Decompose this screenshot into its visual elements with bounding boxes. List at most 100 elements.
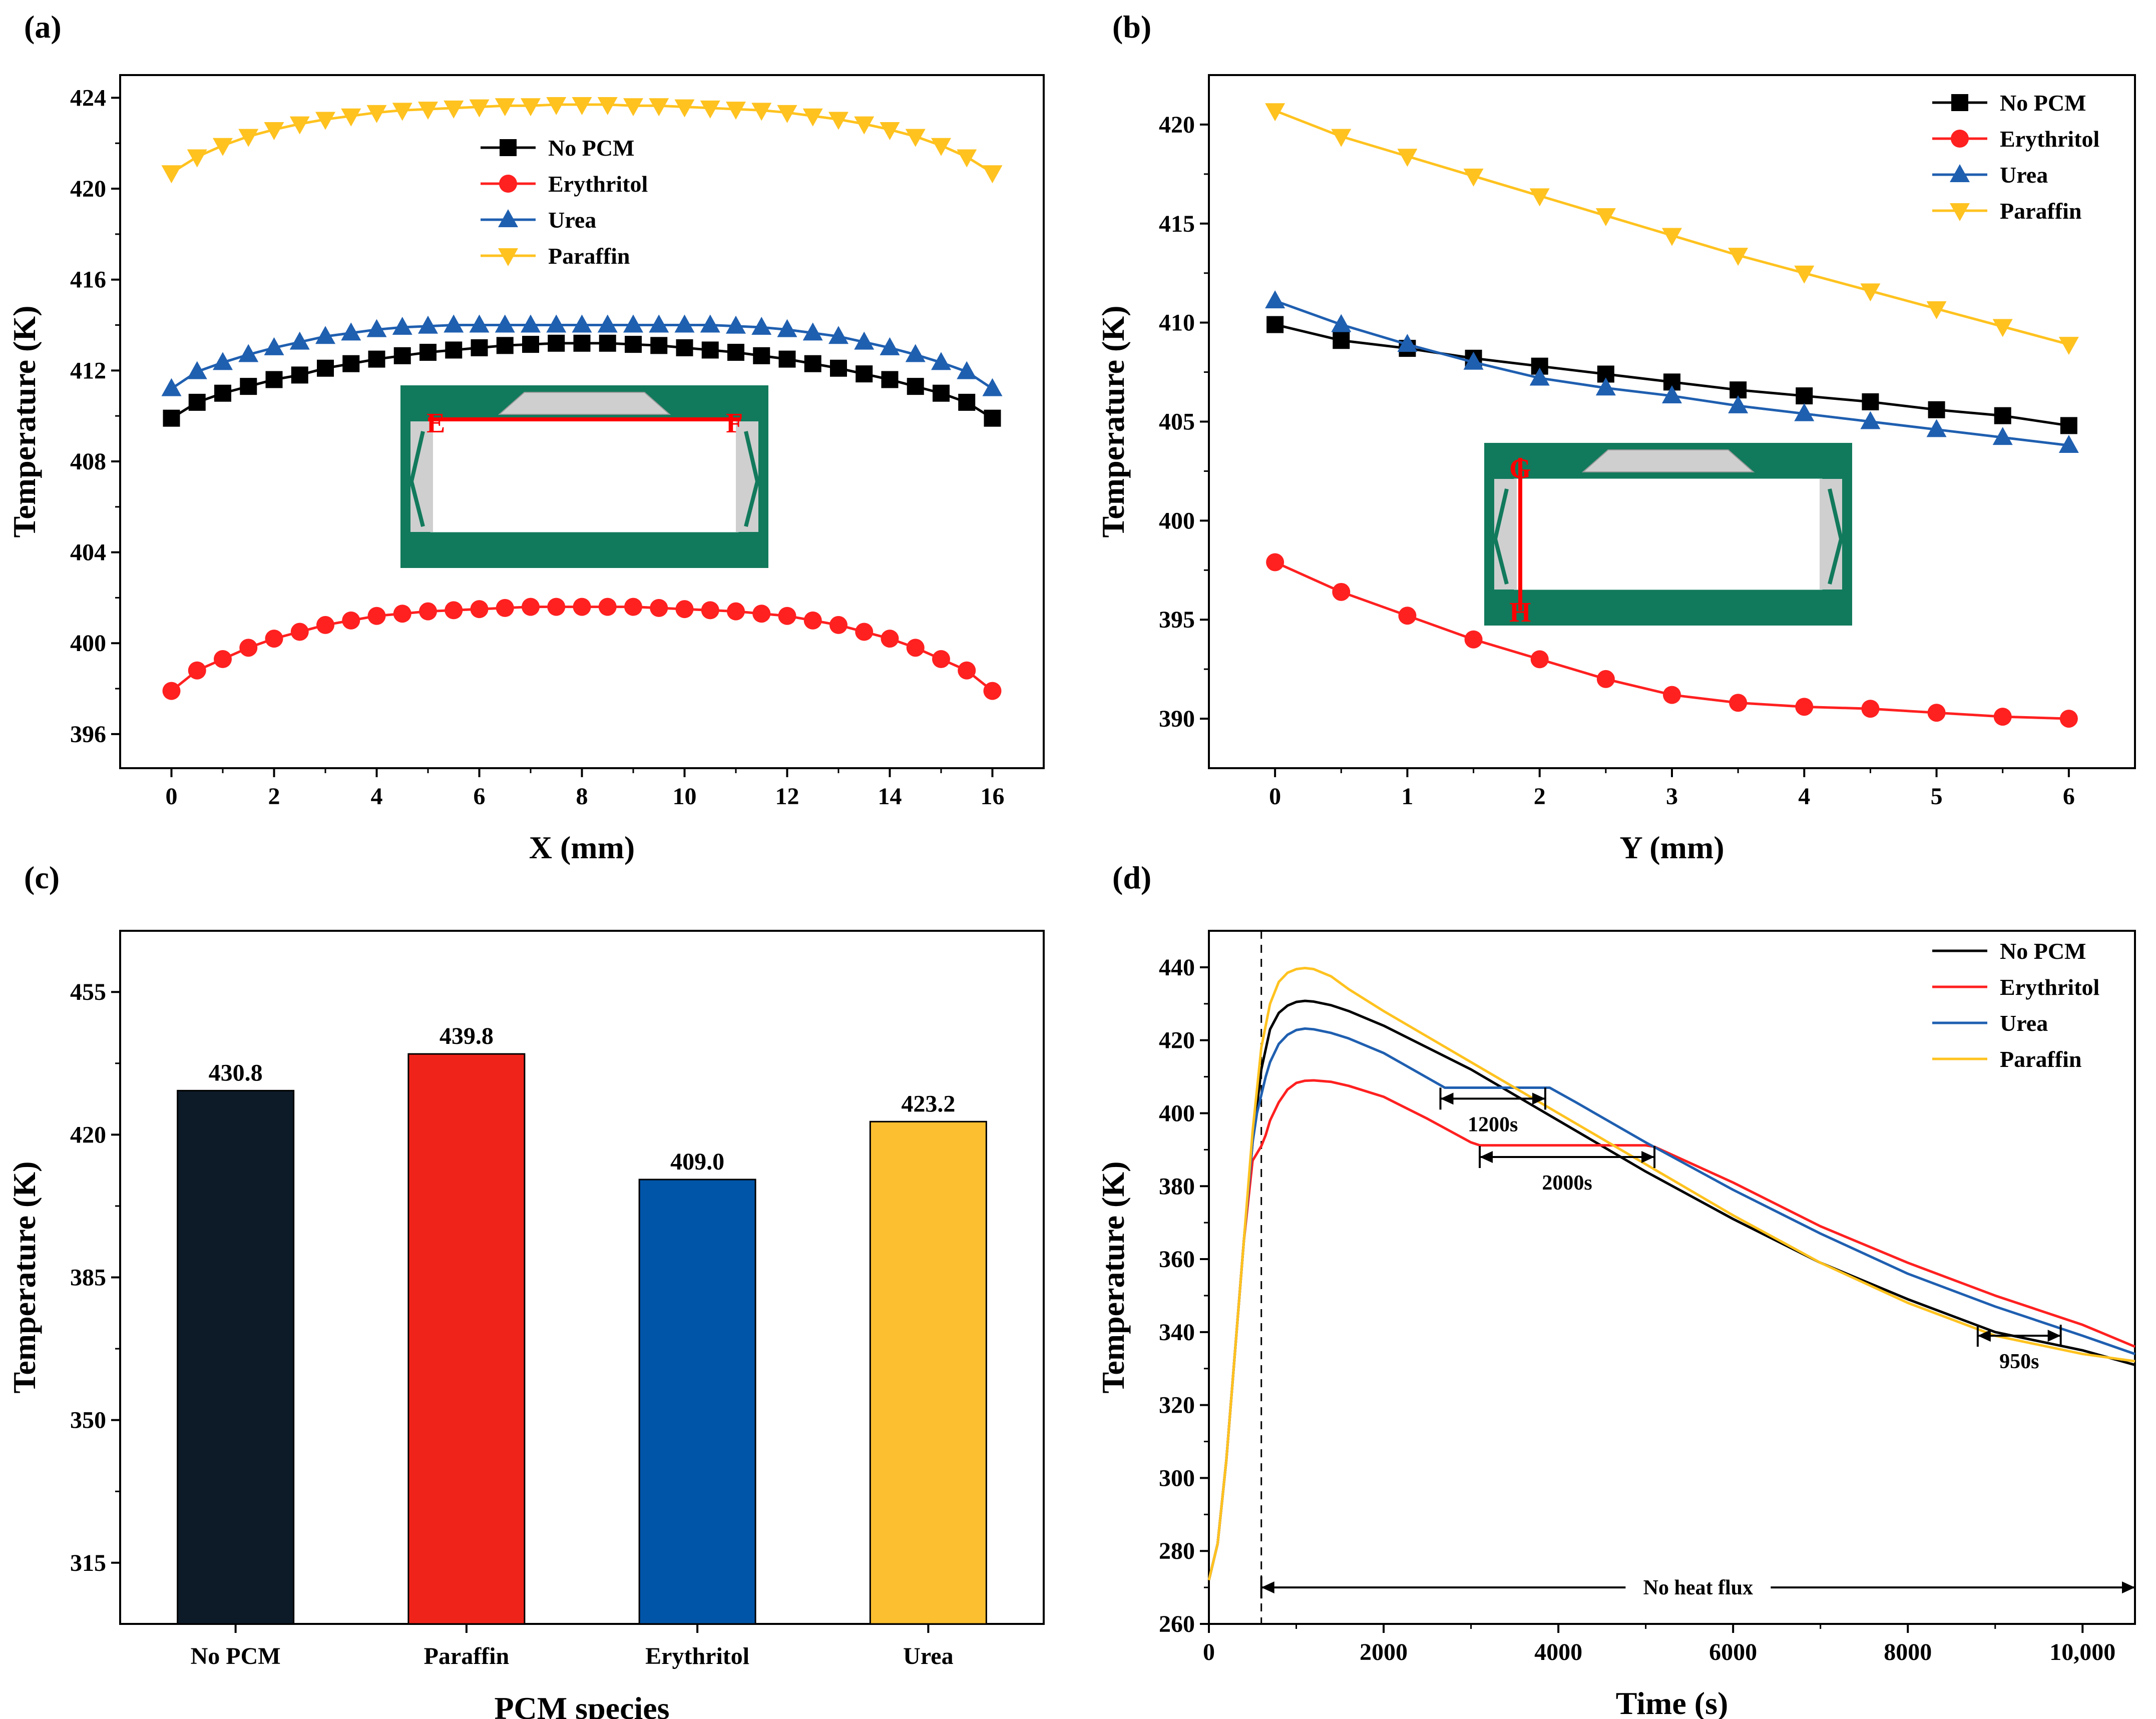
inset-cavity bbox=[430, 421, 739, 532]
data-point-erythritol bbox=[496, 599, 514, 617]
y-tick-label: 400 bbox=[70, 630, 106, 657]
data-point-paraffin bbox=[1992, 319, 2013, 337]
data-point-urea bbox=[495, 314, 515, 333]
data-point-urea bbox=[726, 315, 746, 334]
y-tick-label: 260 bbox=[1159, 1611, 1195, 1637]
data-point-paraffin bbox=[1728, 248, 1749, 266]
data-point-paraffin bbox=[495, 98, 515, 117]
bar bbox=[407, 1053, 526, 1625]
data-point-paraffin bbox=[623, 98, 643, 117]
data-point-erythritol bbox=[1927, 704, 1946, 722]
data-point-paraffin bbox=[751, 103, 772, 121]
data-point-paraffin bbox=[880, 122, 900, 140]
bar bbox=[638, 1179, 756, 1625]
bar bbox=[869, 1120, 987, 1625]
data-point-erythritol bbox=[342, 611, 360, 630]
x-tick-label: 6000 bbox=[1709, 1639, 1757, 1665]
bar-value-label: 423.2 bbox=[901, 1090, 955, 1117]
legend-label-urea: Urea bbox=[2000, 1010, 2048, 1036]
data-point-urea bbox=[2058, 434, 2079, 453]
x-tick-label: 14 bbox=[878, 783, 902, 810]
data-point-paraffin bbox=[572, 97, 592, 116]
data-point-no_pcm bbox=[496, 337, 514, 354]
data-point-erythritol bbox=[1596, 670, 1615, 688]
data-point-no_pcm bbox=[881, 371, 899, 388]
data-point-erythritol bbox=[265, 630, 283, 648]
x-tick-label: No PCM bbox=[191, 1643, 281, 1669]
data-point-erythritol bbox=[1332, 583, 1351, 601]
y-tick-label: 420 bbox=[1159, 1027, 1195, 1054]
data-point-paraffin bbox=[1265, 103, 1285, 122]
annotation-label: 950s bbox=[1999, 1350, 2039, 1373]
x-tick-label: 4 bbox=[1798, 783, 1810, 810]
y-tick-label: 408 bbox=[70, 448, 106, 475]
data-point-paraffin bbox=[1794, 265, 1815, 284]
y-tick-label: 400 bbox=[1159, 1100, 1195, 1126]
inset-label-end: F bbox=[726, 408, 743, 439]
data-point-erythritol bbox=[881, 630, 899, 648]
x-tick-label: 5 bbox=[1931, 783, 1943, 810]
data-point-erythritol bbox=[701, 601, 719, 620]
x-tick-label: Urea bbox=[903, 1643, 953, 1669]
legend-label-paraffin: Paraffin bbox=[548, 243, 630, 269]
data-point-erythritol bbox=[214, 650, 232, 669]
data-point-paraffin bbox=[1662, 228, 1682, 246]
data-point-urea bbox=[238, 344, 259, 362]
data-point-no_pcm bbox=[676, 339, 693, 356]
data-point-no_pcm bbox=[1796, 387, 1813, 405]
x-tick-label: 10,000 bbox=[2049, 1639, 2115, 1665]
data-point-paraffin bbox=[982, 165, 1003, 184]
data-point-no_pcm bbox=[240, 378, 257, 395]
panel-c-chart: 315 350 385 420 455 PCM species Temperature (K… bbox=[7, 930, 1045, 1719]
legend-label-paraffin: Paraffin bbox=[2000, 198, 2082, 224]
y-tick-label: 395 bbox=[1159, 607, 1195, 633]
y-tick-label: 440 bbox=[1159, 954, 1195, 981]
data-point-no_pcm bbox=[368, 350, 385, 368]
bar bbox=[177, 1089, 295, 1625]
data-point-paraffin bbox=[341, 108, 361, 127]
y-tick-label: 410 bbox=[1159, 310, 1195, 336]
data-point-no_pcm bbox=[984, 409, 1001, 427]
y-tick-label: 315 bbox=[70, 1550, 106, 1576]
data-point-no_pcm bbox=[933, 384, 950, 402]
data-point-erythritol bbox=[778, 607, 796, 625]
inset-label-start: G bbox=[1509, 453, 1531, 484]
data-point-urea bbox=[623, 314, 643, 333]
data-point-erythritol bbox=[162, 682, 181, 700]
data-point-urea bbox=[572, 314, 592, 333]
data-point-paraffin bbox=[905, 129, 926, 147]
data-point-no_pcm bbox=[393, 347, 411, 364]
plot-frame bbox=[1208, 930, 2136, 1625]
data-point-urea bbox=[931, 352, 951, 370]
x-tick-label: Paraffin bbox=[424, 1643, 510, 1669]
data-point-urea bbox=[392, 317, 412, 335]
x-tick-label: 8 bbox=[576, 783, 588, 810]
y-tick-label: 360 bbox=[1159, 1246, 1195, 1273]
panel-d-chart: 260 280 300 320 340 360 380 400 420 440 0 2000 4000 6… bbox=[1095, 930, 2136, 1719]
data-point-erythritol bbox=[1993, 708, 2012, 726]
data-point-paraffin bbox=[392, 103, 412, 121]
data-point-paraffin bbox=[1397, 149, 1418, 167]
y-tick-label: 280 bbox=[1159, 1538, 1195, 1564]
series-line-paraffin bbox=[1207, 966, 2135, 1581]
data-point-erythritol bbox=[624, 598, 642, 616]
legend-marker-paraffin bbox=[498, 248, 518, 266]
legend-marker-no_pcm bbox=[1951, 94, 1968, 111]
data-point-urea bbox=[521, 314, 541, 333]
data-point-no_pcm bbox=[958, 393, 976, 411]
legend-label-no_pcm: No PCM bbox=[2000, 938, 2086, 964]
data-point-no_pcm bbox=[701, 341, 719, 359]
y-tick-label: 405 bbox=[1159, 409, 1195, 435]
data-point-urea bbox=[341, 322, 361, 341]
x-tick-label: Erythritol bbox=[645, 1643, 749, 1669]
x-tick-label: 1 bbox=[1401, 783, 1413, 810]
data-point-no_pcm bbox=[2060, 417, 2077, 434]
legend-marker-urea bbox=[498, 209, 518, 227]
data-point-paraffin bbox=[674, 99, 695, 118]
legend-label-urea: Urea bbox=[548, 207, 596, 233]
data-point-urea bbox=[802, 322, 823, 341]
data-point-erythritol bbox=[675, 600, 694, 619]
x-tick-label: 12 bbox=[775, 783, 799, 810]
data-point-no_pcm bbox=[188, 393, 206, 411]
